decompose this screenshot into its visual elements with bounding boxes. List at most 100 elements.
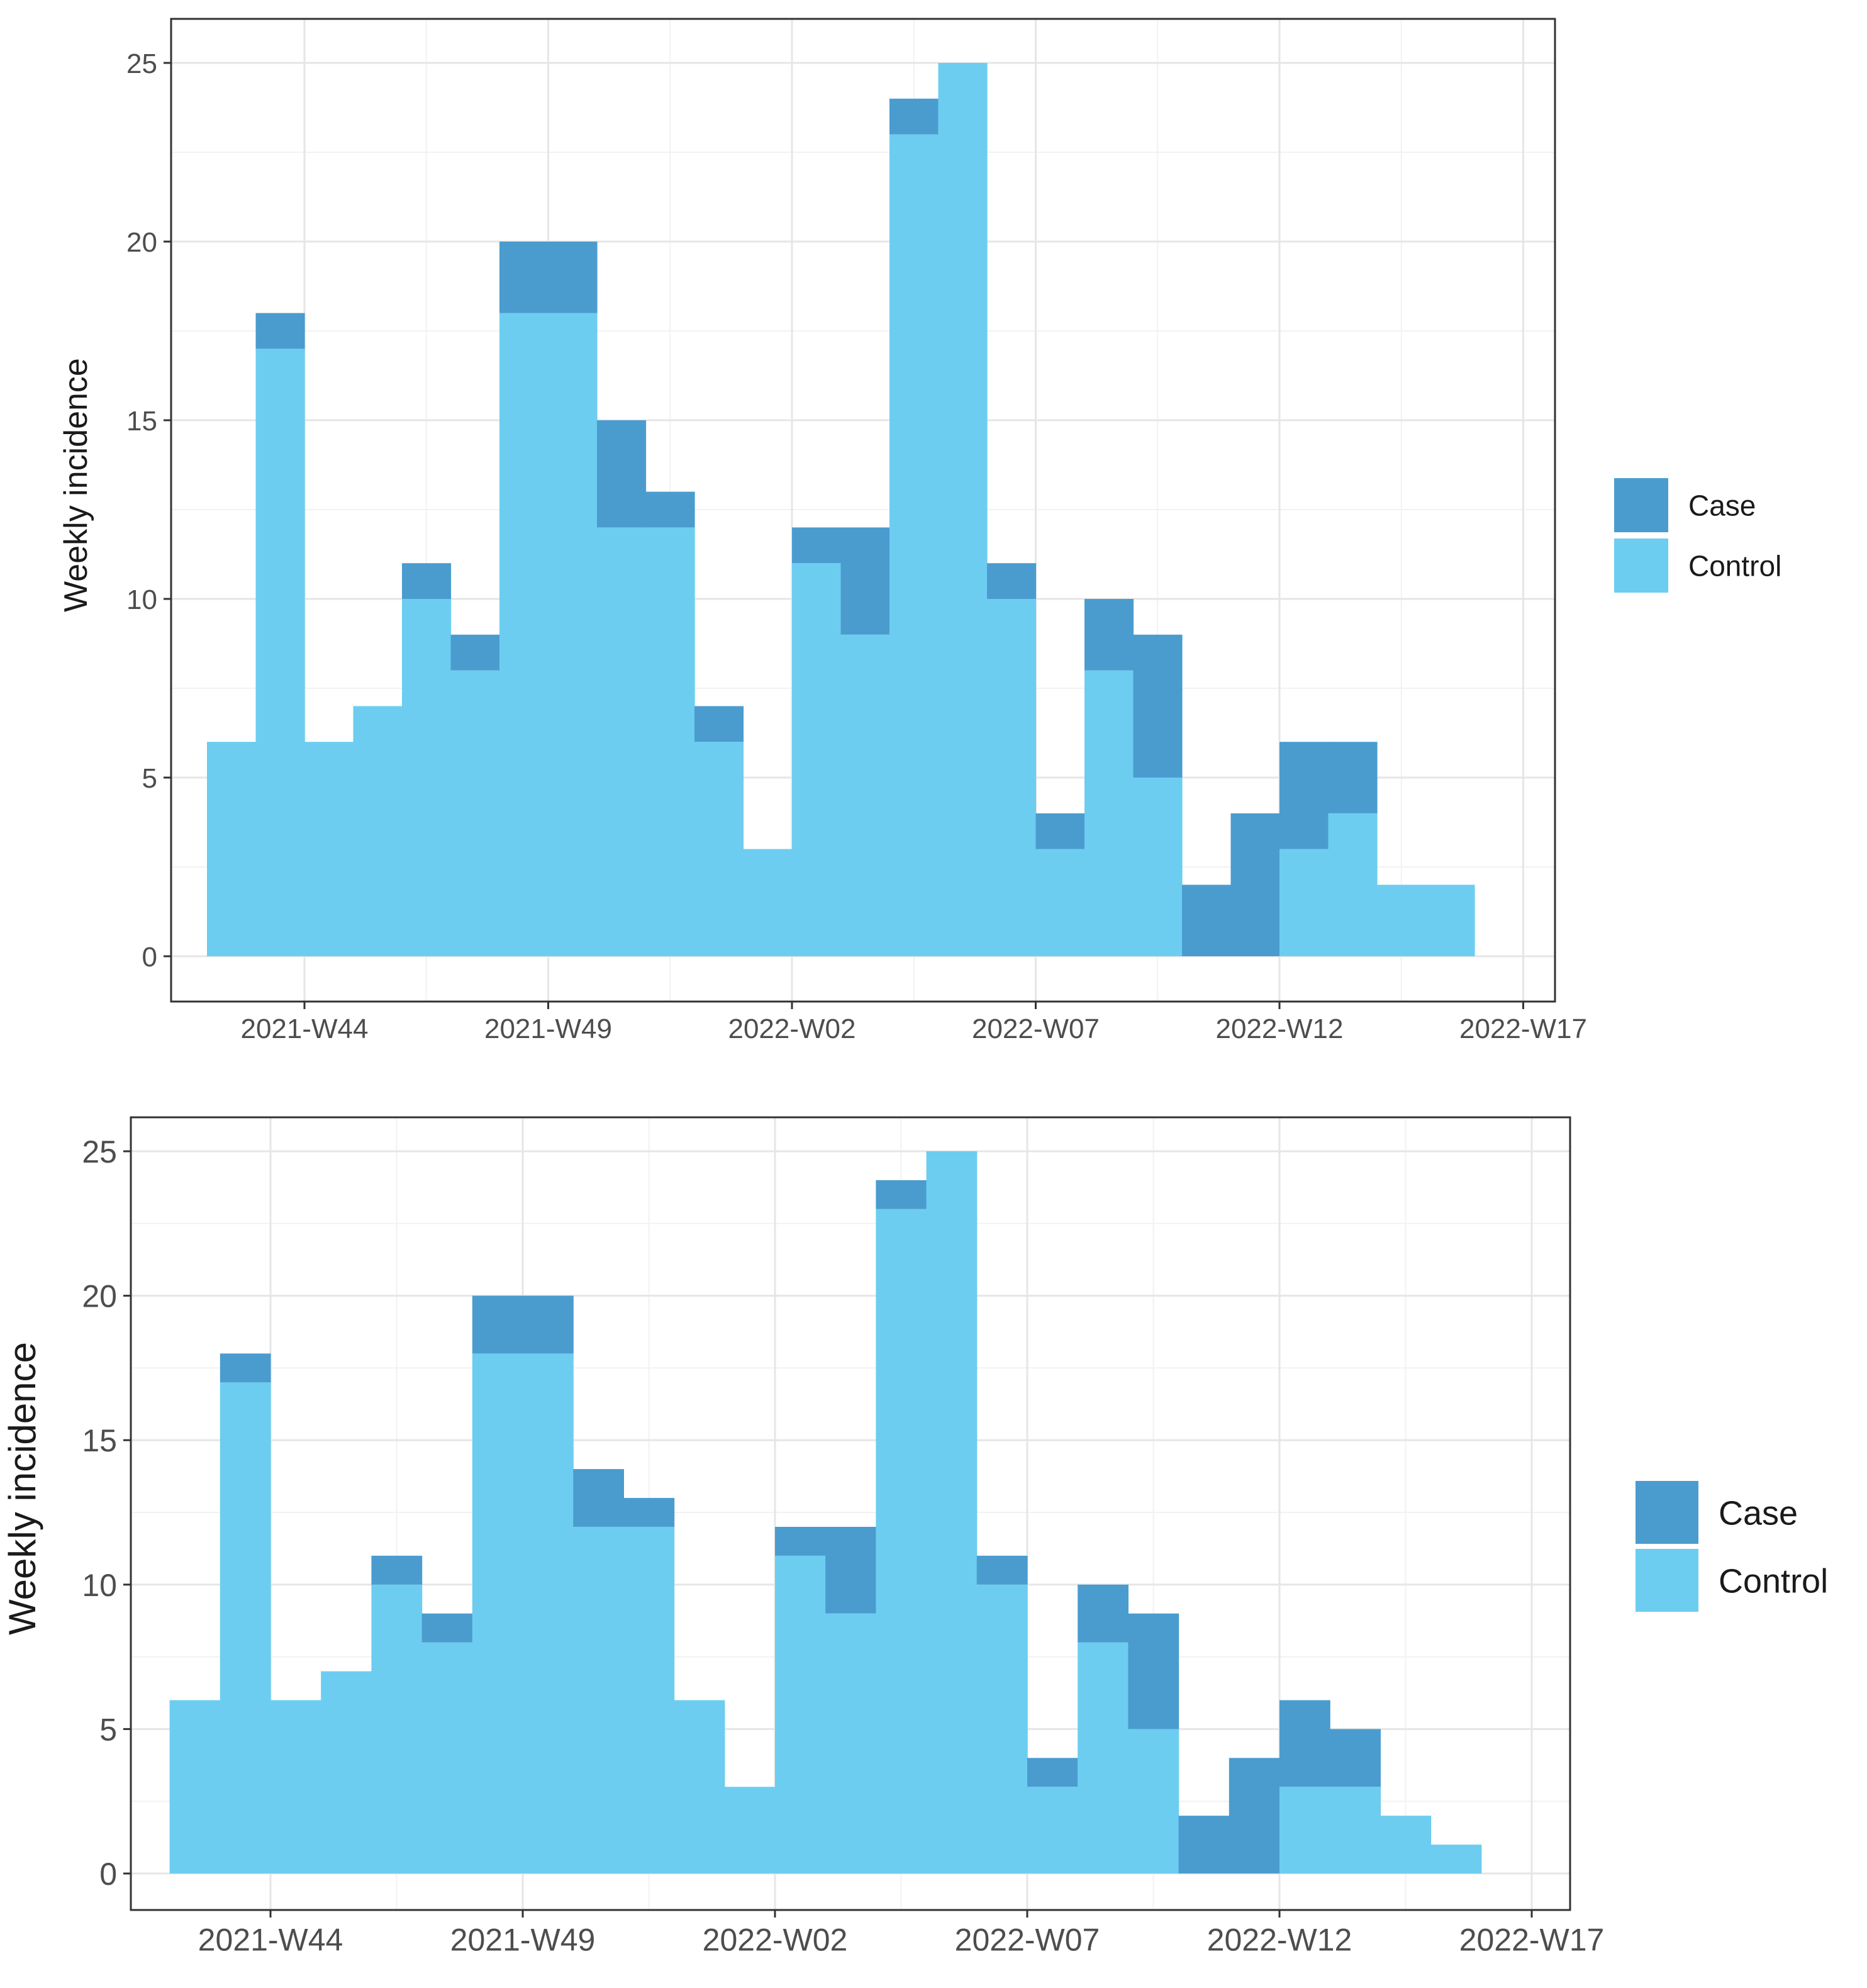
bar-case: [402, 563, 452, 599]
bar-control: [450, 670, 500, 956]
x-tick-label: 2022-W07: [955, 1923, 1100, 1958]
bar-case: [1230, 813, 1280, 956]
bar-control: [792, 563, 842, 956]
bar-case: [889, 98, 939, 135]
bar-control: [889, 134, 939, 957]
x-tick-label: 2022-W02: [703, 1923, 848, 1958]
bar-control: [548, 313, 598, 957]
bar-control: [270, 1700, 321, 1874]
bar-case: [548, 242, 598, 313]
bar-case: [1078, 1584, 1129, 1643]
bar-case: [450, 634, 500, 671]
y-tick-label: 5: [142, 763, 157, 794]
bar-case: [573, 1469, 624, 1527]
panel-border: [130, 1116, 1571, 1911]
bar-control: [743, 849, 793, 956]
bar-control: [876, 1209, 927, 1874]
x-tick-label: 2021-W44: [240, 1014, 368, 1044]
legend-label-case: Case: [1719, 1494, 1798, 1532]
x-tick-label: 2022-W07: [972, 1014, 1100, 1044]
bar-case: [255, 313, 305, 349]
panel-border: [170, 18, 1556, 1003]
legend: Case Control: [1614, 478, 1781, 593]
bar-case: [825, 1526, 876, 1614]
bar-control: [724, 1787, 776, 1874]
bar-control: [1084, 670, 1134, 956]
x-tick-label: 2021-W49: [484, 1014, 612, 1044]
legend-label-control: Control: [1719, 1562, 1828, 1600]
x-tick-label: 2021-W49: [450, 1923, 596, 1958]
bar-case: [623, 1498, 675, 1527]
legend-label-case: Case: [1688, 489, 1756, 522]
bar-case: [1279, 742, 1329, 849]
bar-case: [499, 242, 549, 313]
legend-key-case: [1614, 478, 1668, 532]
bar-case: [775, 1526, 826, 1556]
y-axis-title: Weekly incidence: [1, 1342, 43, 1635]
bar-case: [371, 1555, 423, 1585]
bar-control: [1330, 1787, 1381, 1874]
bar-control: [371, 1584, 423, 1874]
chart-panel-1: 0 5 10 15 20 25 2021-W44 2021-W49 2022-W02 2022-W…: [58, 18, 1781, 1044]
bar-case: [1178, 1816, 1230, 1874]
bar-control: [220, 1382, 271, 1874]
bar-case: [1027, 1758, 1078, 1787]
bar-case: [987, 563, 1037, 599]
bar-control: [1035, 849, 1085, 956]
bar-control: [926, 1151, 978, 1874]
y-tick-label: 15: [126, 406, 157, 437]
bar-case: [523, 1295, 574, 1354]
bar-case: [1128, 1613, 1179, 1729]
bar-case: [645, 491, 695, 528]
bar-control: [976, 1584, 1028, 1874]
bar-control: [1133, 778, 1183, 956]
bar-control: [304, 742, 354, 956]
x-tick-label: 2022-W17: [1459, 1923, 1605, 1958]
bar-case: [1330, 1729, 1381, 1787]
bar-control: [573, 1526, 624, 1874]
bar-control: [523, 1353, 574, 1874]
legend-key-control: [1614, 539, 1668, 593]
bar-control: [402, 599, 452, 956]
y-axis-title: Weekly incidence: [58, 358, 94, 612]
bar-control: [353, 706, 403, 956]
x-tick-label: 2021-W44: [198, 1923, 343, 1958]
y-tick-label: 10: [126, 584, 157, 615]
bar-control: [169, 1700, 221, 1874]
bar-case: [472, 1295, 523, 1354]
bar-control: [623, 1526, 675, 1874]
bar-case: [597, 420, 647, 528]
bar-control: [674, 1700, 725, 1874]
x-tick-label: 2022-W12: [1207, 1923, 1352, 1958]
bar-case: [1035, 813, 1085, 849]
bar-case: [694, 706, 744, 742]
bar-control: [694, 742, 744, 956]
bar-case: [1133, 634, 1183, 778]
bar-case: [1182, 885, 1232, 956]
bar-control: [421, 1642, 473, 1874]
bar-control: [1328, 813, 1378, 956]
bar-control: [499, 313, 549, 957]
bar-control: [597, 527, 647, 956]
legend: Case Control: [1636, 1481, 1828, 1612]
bar-control: [1430, 1845, 1482, 1874]
bar-case: [976, 1555, 1028, 1585]
bar-control: [1380, 1816, 1432, 1874]
bar-control: [1078, 1642, 1129, 1874]
legend-key-case: [1636, 1481, 1698, 1544]
bar-case: [220, 1353, 271, 1383]
y-tick-label: 25: [82, 1134, 117, 1170]
bar-case: [1229, 1758, 1280, 1874]
y-tick-label: 15: [82, 1423, 117, 1458]
y-tick-label: 10: [82, 1568, 117, 1603]
bar-control: [207, 742, 257, 956]
bar-control: [1279, 1787, 1330, 1874]
y-tick-label: 0: [142, 942, 157, 973]
bar-case: [1328, 742, 1378, 813]
bar-control: [1425, 885, 1475, 956]
bar-control: [1279, 849, 1329, 956]
bar-control: [472, 1353, 523, 1874]
y-tick-label: 25: [126, 48, 157, 79]
legend-key-control: [1636, 1549, 1698, 1612]
